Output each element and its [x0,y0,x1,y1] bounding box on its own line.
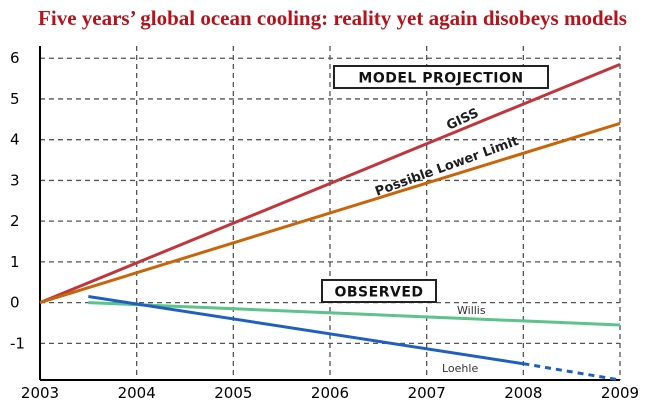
y-tick-label: 2 [10,212,20,230]
x-tick-label: 2004 [118,384,156,401]
x-tick-label: 2006 [311,384,349,401]
x-tick-label: 2003 [21,384,59,401]
series-line-loehle [88,295,524,366]
x-tick-label: 2009 [601,384,639,401]
loehle-label: Loehle [442,362,478,375]
willis-label: Willis [457,304,486,317]
series-line-loehle-dashed [523,362,621,382]
y-tick-label: 1 [10,253,20,271]
series-line-possible-lower-limit [39,121,621,305]
y-axis-ticks: 6 5 4 3 2 1 0 -1 [10,49,25,352]
model-projection-label: MODEL PROJECTION [333,65,549,89]
y-tick-label: 4 [10,131,20,149]
chart-title: Five years’ global ocean cooling: realit… [38,6,627,30]
y-tick-label: 6 [10,49,20,67]
y-tick-label: 0 [10,294,20,312]
model-projection-label-text: MODEL PROJECTION [358,71,523,87]
axes [39,46,620,381]
y-tick-label: -1 [10,334,25,352]
x-tick-label: 2005 [214,384,252,401]
y-tick-label: 3 [10,171,20,189]
observed-label-box [321,279,437,303]
observed-label: OBSERVED [321,279,437,303]
x-tick-label: 2007 [408,384,446,401]
series-line-giss [39,62,621,304]
observed-label-text: OBSERVED [334,285,423,301]
model-projection-label-box [333,65,549,89]
x-axis-ticks: 2003 2004 2005 2006 2007 2008 2009 [21,384,639,401]
y-tick-label: 5 [10,90,20,108]
series-line-willis [88,301,621,327]
x-tick-label: 2008 [504,384,542,401]
series-lines [39,62,621,382]
possible-lower-limit-label: Possible Lower Limit [373,134,520,200]
